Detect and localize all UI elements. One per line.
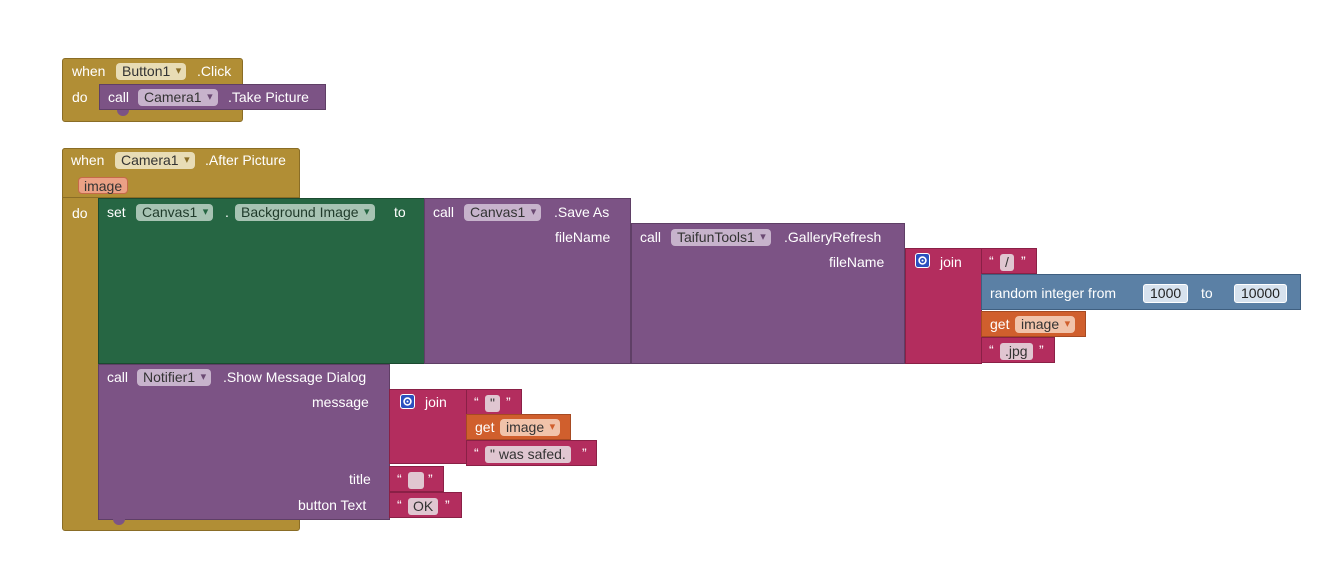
- text-block-ok[interactable]: “ OK ”: [389, 492, 462, 518]
- component-dropdown-button1[interactable]: Button1: [116, 63, 187, 80]
- arg-label-button-text: button Text: [298, 497, 367, 513]
- event-name-label: .Click: [197, 63, 232, 79]
- quote-close-icon: ”: [582, 445, 587, 461]
- arg-label-message: message: [312, 394, 369, 410]
- quote-open-icon: “: [989, 342, 994, 358]
- quote-close-icon: ”: [428, 471, 433, 487]
- quote-open-icon: “: [397, 497, 402, 513]
- do-label: do: [72, 205, 88, 221]
- quote-close-icon: ”: [1021, 253, 1026, 269]
- text-block-quote[interactable]: “ " ”: [466, 389, 522, 415]
- get-label: get: [475, 419, 495, 435]
- quote-close-icon: ”: [445, 497, 450, 513]
- number-from[interactable]: 1000: [1143, 284, 1189, 303]
- number-to[interactable]: 10000: [1234, 284, 1287, 303]
- when-label: when: [72, 63, 106, 79]
- quote-close-icon: ”: [1039, 342, 1044, 358]
- component-dropdown-canvas1[interactable]: Canvas1: [136, 204, 214, 221]
- text-value-quote[interactable]: ": [485, 395, 500, 412]
- set-label: set: [107, 204, 126, 220]
- quote-open-icon: “: [397, 471, 402, 487]
- variable-dropdown-image[interactable]: image: [500, 419, 561, 436]
- quote-open-icon: “: [989, 253, 994, 269]
- call-block-canvas-save-as[interactable]: call Canvas1 .Save As fileName: [424, 198, 631, 364]
- quote-open-icon: “: [474, 394, 479, 410]
- arg-label-filename: fileName: [829, 254, 885, 270]
- text-value-jpg[interactable]: .jpg: [1000, 343, 1033, 360]
- join-label: join: [425, 394, 447, 410]
- text-block-jpg[interactable]: “ .jpg ”: [981, 337, 1055, 363]
- text-value-title[interactable]: [408, 472, 424, 489]
- to-label: to: [394, 204, 406, 220]
- quote-open-icon: “: [474, 445, 479, 461]
- component-dropdown-notifier1[interactable]: Notifier1: [137, 369, 212, 386]
- random-integer-block[interactable]: random integer from 1000 to 10000: [981, 274, 1301, 310]
- component-dropdown-camera1[interactable]: Camera1: [115, 152, 195, 169]
- call-block-gallery-refresh[interactable]: call TaifunTools1 .GalleryRefresh fileNa…: [631, 223, 905, 364]
- method-label: .Show Message Dialog: [223, 369, 367, 385]
- property-dropdown-background-image[interactable]: Background Image: [235, 204, 375, 221]
- dot-label: .: [225, 204, 229, 220]
- event-name-label: .After Picture: [205, 152, 286, 168]
- join-block-filename[interactable]: join: [905, 248, 982, 364]
- call-label: call: [108, 89, 130, 105]
- arg-label-filename: fileName: [555, 229, 611, 245]
- mutator-gear-icon[interactable]: [915, 253, 930, 268]
- call-block-take-picture[interactable]: call Camera1 .Take Picture: [99, 84, 326, 110]
- get-variable-block-image[interactable]: get image: [981, 311, 1086, 337]
- block-notch: [117, 110, 129, 116]
- text-block-slash[interactable]: “ / ”: [981, 248, 1037, 274]
- text-block-was-safed[interactable]: “ " was safed. ”: [466, 440, 597, 466]
- call-label: call: [640, 229, 662, 245]
- call-block-show-message-dialog[interactable]: call Notifier1 .Show Message Dialog mess…: [98, 364, 390, 520]
- parameter-image[interactable]: image: [78, 177, 129, 194]
- arg-label-title: title: [349, 471, 371, 487]
- get-variable-block-image[interactable]: get image: [466, 414, 571, 440]
- component-dropdown-taifuntools1[interactable]: TaifunTools1: [671, 229, 771, 246]
- quote-close-icon: ”: [506, 394, 511, 410]
- join-block-message[interactable]: join: [389, 389, 467, 464]
- text-value-was-safed[interactable]: " was safed.: [485, 446, 571, 463]
- set-block-canvas-background[interactable]: set Canvas1 . Background Image to: [98, 198, 425, 364]
- random-integer-label: random integer from: [990, 285, 1117, 301]
- join-label: join: [940, 254, 962, 270]
- call-label: call: [433, 204, 455, 220]
- component-dropdown-canvas1[interactable]: Canvas1: [464, 204, 542, 221]
- get-label: get: [990, 316, 1010, 332]
- variable-dropdown-image[interactable]: image: [1015, 316, 1076, 333]
- do-label: do: [72, 89, 88, 105]
- method-label: .GalleryRefresh: [784, 229, 882, 245]
- method-label: .Take Picture: [228, 89, 309, 105]
- when-label: when: [71, 152, 105, 168]
- text-value-ok[interactable]: OK: [408, 498, 439, 515]
- component-dropdown-camera1[interactable]: Camera1: [138, 89, 218, 106]
- block-notch: [113, 519, 125, 525]
- method-label: .Save As: [554, 204, 610, 220]
- call-label: call: [107, 369, 129, 385]
- text-value-slash[interactable]: /: [1000, 254, 1014, 271]
- mutator-gear-icon[interactable]: [400, 394, 415, 409]
- text-block-title[interactable]: “ ”: [389, 466, 444, 492]
- to-label: to: [1201, 285, 1213, 301]
